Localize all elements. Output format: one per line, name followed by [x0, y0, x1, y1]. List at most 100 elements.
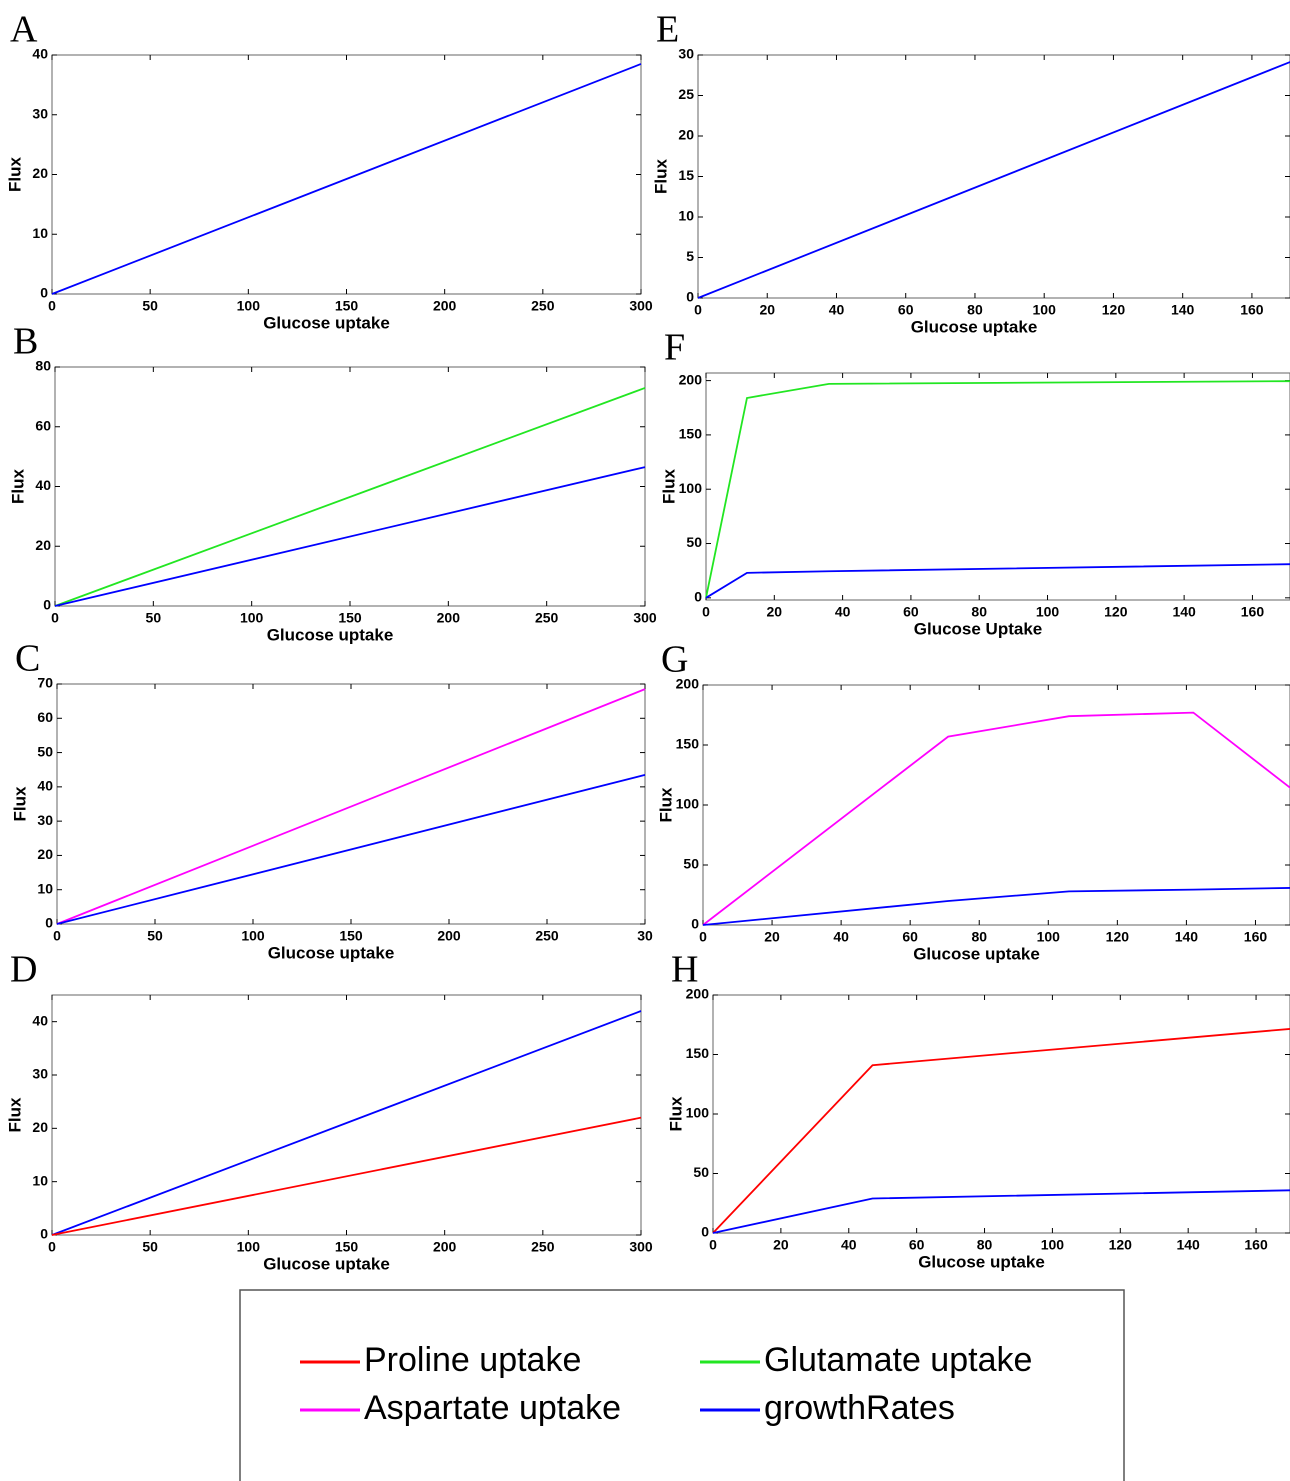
series-line — [712, 1189, 1290, 1234]
y-tick-label: 200 — [679, 371, 703, 387]
y-tick-label: 30 — [32, 1066, 48, 1082]
x-axis-label: Glucose uptake — [263, 1254, 390, 1273]
series-line — [702, 711, 1290, 926]
x-tick-label: 120 — [1109, 1237, 1133, 1253]
x-tick-label: 100 — [240, 610, 264, 626]
y-tick-label: 50 — [37, 743, 53, 759]
legend-label: growthRates — [764, 1389, 955, 1427]
y-tick-label: 100 — [686, 1105, 710, 1121]
x-tick-label: 50 — [147, 928, 163, 944]
x-axis-label: Glucose uptake — [918, 1252, 1045, 1271]
x-tick-label: 60 — [909, 1237, 925, 1253]
plot-area — [51, 54, 642, 295]
y-tick-label: 0 — [40, 1226, 48, 1242]
y-tick-label: 0 — [43, 597, 51, 613]
y-tick-label: 50 — [693, 1164, 709, 1180]
x-tick-label: 0 — [709, 1237, 717, 1253]
series-line — [697, 61, 1290, 299]
x-tick-label: 80 — [967, 302, 983, 318]
series-line — [705, 380, 1290, 599]
x-tick-label: 150 — [339, 928, 363, 944]
y-tick-label: 0 — [686, 289, 694, 305]
x-tick-label: 160 — [1244, 1237, 1268, 1253]
y-tick-label: 40 — [35, 477, 51, 493]
y-tick-label: 150 — [676, 736, 700, 752]
y-tick-label: 60 — [35, 417, 51, 433]
y-tick-label: 5 — [686, 248, 694, 264]
x-tick-label: 30 — [637, 928, 653, 944]
y-tick-label: 20 — [37, 846, 53, 862]
y-axis-label: Flux — [651, 158, 670, 193]
y-tick-label: 50 — [686, 534, 702, 550]
y-axis-label: Flux — [8, 468, 27, 503]
x-tick-label: 200 — [433, 1239, 457, 1255]
plot-area — [54, 366, 646, 607]
series-line — [51, 63, 642, 295]
x-tick-label: 300 — [629, 298, 653, 314]
x-tick-label: 140 — [1171, 302, 1195, 318]
x-tick-label: 100 — [241, 928, 265, 944]
panel-label: A — [10, 9, 38, 51]
series-line — [705, 563, 1290, 599]
plot-area — [51, 994, 642, 1236]
x-tick-label: 100 — [237, 298, 261, 314]
x-tick-label: 150 — [335, 298, 359, 314]
y-axis-label: Flux — [5, 156, 24, 191]
y-axis-label: Flux — [659, 468, 678, 503]
x-tick-label: 160 — [1240, 302, 1264, 318]
x-tick-label: 300 — [633, 610, 657, 626]
y-tick-label: 40 — [32, 1012, 48, 1028]
x-axis-label: Glucose Uptake — [914, 619, 1043, 638]
legend-label: Proline uptake — [364, 1341, 581, 1379]
series-line — [51, 1116, 642, 1236]
y-tick-label: 150 — [686, 1045, 710, 1061]
x-tick-label: 200 — [437, 610, 461, 626]
y-tick-label: 60 — [37, 709, 53, 725]
x-tick-label: 50 — [142, 1239, 158, 1255]
y-tick-label: 200 — [686, 986, 710, 1002]
y-tick-label: 10 — [37, 880, 53, 896]
y-tick-label: 20 — [678, 127, 694, 143]
y-tick-label: 15 — [678, 167, 694, 183]
x-axis-label: Glucose uptake — [267, 625, 394, 644]
x-tick-label: 50 — [142, 298, 158, 314]
x-tick-label: 20 — [764, 929, 780, 945]
y-tick-label: 20 — [35, 537, 51, 553]
x-tick-label: 300 — [629, 1239, 653, 1255]
x-tick-label: 60 — [902, 929, 918, 945]
x-tick-label: 0 — [53, 928, 61, 944]
y-tick-label: 40 — [37, 778, 53, 794]
panel-label: G — [661, 639, 688, 681]
y-tick-label: 30 — [32, 105, 48, 121]
x-axis-label: Glucose uptake — [263, 313, 390, 332]
panel-label: B — [13, 321, 38, 363]
x-tick-label: 80 — [971, 929, 987, 945]
x-tick-label: 40 — [833, 929, 849, 945]
x-tick-label: 250 — [531, 1239, 555, 1255]
y-axis-label: Flux — [656, 787, 675, 822]
y-tick-label: 10 — [32, 1172, 48, 1188]
x-tick-label: 250 — [531, 298, 555, 314]
x-tick-label: 0 — [694, 302, 702, 318]
y-axis-label: Flux — [666, 1096, 685, 1131]
legend-label: Glutamate uptake — [764, 1341, 1032, 1379]
x-tick-label: 160 — [1244, 929, 1268, 945]
x-tick-label: 60 — [903, 604, 919, 620]
plot-area — [697, 54, 1290, 299]
plot-area — [712, 994, 1290, 1234]
y-tick-label: 40 — [32, 46, 48, 62]
panel-label: C — [15, 638, 40, 680]
x-tick-label: 200 — [437, 928, 461, 944]
y-tick-label: 200 — [676, 676, 700, 692]
series-line — [54, 466, 646, 607]
x-tick-label: 50 — [146, 610, 162, 626]
x-tick-label: 120 — [1106, 929, 1130, 945]
y-tick-label: 0 — [701, 1224, 709, 1240]
x-tick-label: 160 — [1241, 604, 1265, 620]
x-tick-label: 120 — [1104, 604, 1128, 620]
y-tick-label: 0 — [691, 916, 699, 932]
legend-label: Aspartate uptake — [364, 1389, 621, 1427]
y-tick-label: 20 — [32, 1119, 48, 1135]
legend-box — [239, 1289, 1125, 1481]
series-line — [51, 1010, 642, 1236]
